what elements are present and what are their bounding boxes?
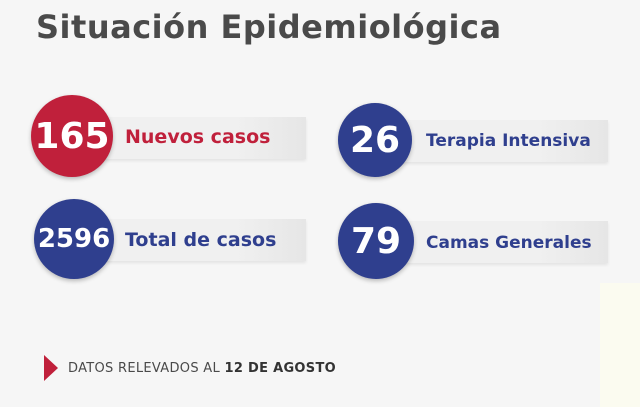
stat-value-circle: 79 (338, 203, 414, 279)
footer-prefix: DATOS RELEVADOS AL (68, 361, 225, 376)
page-title: Situación Epidemiológica (36, 8, 502, 46)
side-panel (600, 283, 640, 407)
footer-arrow-icon (44, 355, 58, 381)
stat-value-circle: 26 (338, 103, 412, 177)
stat-label: Nuevos casos (125, 126, 271, 148)
footer-date: 12 DE AGOSTO (224, 361, 336, 376)
footer-note: DATOS RELEVADOS AL 12 DE AGOSTO (68, 361, 336, 376)
stat-label: Camas Generales (426, 233, 592, 253)
stat-label: Terapia Intensiva (426, 131, 591, 151)
stat-value-circle: 165 (31, 95, 113, 177)
stat-value-circle: 2596 (34, 199, 114, 279)
stat-label: Total de casos (125, 229, 277, 251)
